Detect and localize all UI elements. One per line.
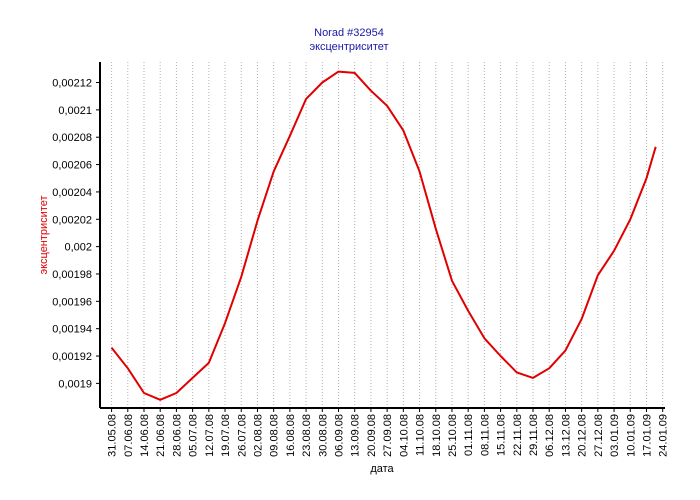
chart-title: Norad #32954 — [314, 27, 384, 39]
x-tick-label: 02.08.08 — [252, 414, 264, 457]
x-tick-label: 06.12.08 — [544, 414, 556, 457]
y-tick-label: 0,002 — [64, 242, 92, 254]
x-tick-label: 21.06.08 — [155, 414, 167, 457]
x-tick-label: 29.11.08 — [528, 414, 540, 456]
y-tick-label: 0,00212 — [52, 78, 92, 90]
y-tick-label: 0,00196 — [52, 296, 92, 308]
x-tick-label: 05.07.08 — [188, 414, 200, 457]
x-tick-label: 27.09.08 — [382, 414, 394, 457]
x-tick-label: 18.10.08 — [431, 414, 443, 457]
y-tick-label: 0,00194 — [52, 324, 92, 336]
x-tick-label: 04.10.08 — [398, 414, 410, 457]
x-tick-label: 03.01.09 — [609, 414, 621, 457]
chart-subtitle: эксцентриситет — [309, 41, 388, 53]
y-tick-label: 0,0021 — [58, 105, 92, 117]
x-tick-label: 09.08.08 — [269, 414, 281, 457]
x-tick-label: 12.07.08 — [204, 414, 216, 457]
y-axis-label: эксцентриситет — [38, 195, 50, 274]
x-tick-label: 20.12.08 — [577, 414, 589, 457]
y-tick-label: 0,00198 — [52, 269, 92, 281]
y-tick-label: 0,00192 — [52, 351, 92, 363]
x-tick-label: 07.06.08 — [123, 414, 135, 457]
y-tick-label: 0,00204 — [52, 187, 92, 199]
x-tick-label: 11.10.08 — [415, 414, 427, 456]
x-tick-label: 23.08.08 — [301, 414, 313, 457]
x-axis-label: дата — [370, 463, 394, 475]
x-tick-label: 27.12.08 — [593, 414, 605, 457]
x-tick-label: 13.09.08 — [350, 414, 362, 457]
x-tick-label: 28.06.08 — [171, 414, 183, 457]
y-tick-label: 0,00208 — [52, 132, 92, 144]
x-tick-label: 30.08.08 — [317, 414, 329, 457]
x-tick-label: 16.08.08 — [285, 414, 297, 457]
data-line — [110, 70, 657, 401]
x-tick-label: 08.11.08 — [479, 414, 491, 456]
x-tick-label: 13.12.08 — [560, 414, 572, 457]
x-tick-label: 10.01.09 — [625, 414, 637, 457]
x-tick-label: 17.01.09 — [641, 414, 653, 457]
y-tick-label: 0,0019 — [58, 378, 92, 390]
x-tick-label: 31.05.08 — [107, 414, 119, 457]
x-tick-label: 01.11.08 — [463, 414, 475, 456]
x-tick-label: 24.01.09 — [658, 414, 670, 457]
x-tick-label: 15.11.08 — [496, 414, 508, 456]
x-tick-label: 19.07.08 — [220, 414, 232, 457]
x-tick-label: 20.09.08 — [366, 414, 378, 457]
x-tick-label: 14.06.08 — [139, 414, 151, 457]
x-tick-label: 06.09.08 — [334, 414, 346, 457]
y-tick-label: 0,00202 — [52, 214, 92, 226]
x-tick-label: 25.10.08 — [447, 414, 459, 457]
y-tick-label: 0,00206 — [52, 160, 92, 172]
x-tick-label: 26.07.08 — [236, 414, 248, 457]
x-tick-label: 22.11.08 — [512, 414, 524, 456]
